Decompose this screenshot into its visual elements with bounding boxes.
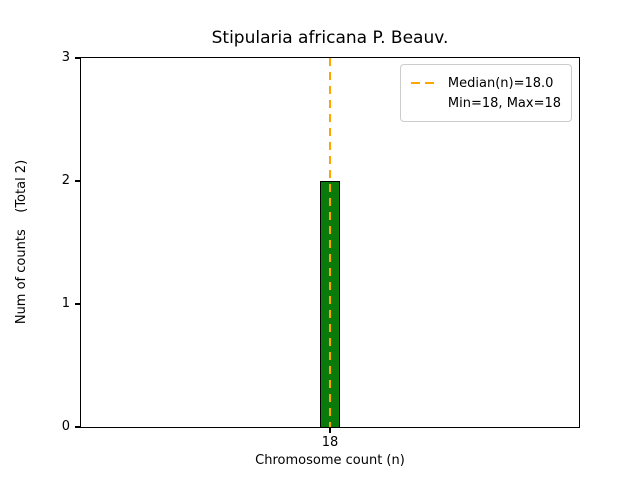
y-axis-label: Num of counts (Total 2) xyxy=(14,159,29,325)
x-axis-label: Chromosome count (n) xyxy=(255,453,405,468)
x-tick-mark xyxy=(329,427,331,433)
y-tick-label: 0 xyxy=(61,419,70,434)
y-tick-mark xyxy=(75,303,81,305)
y-tick-mark xyxy=(75,426,81,428)
legend-dashed-line-sample xyxy=(410,82,439,84)
legend-entry-median: Median(n)=18.0 xyxy=(410,73,561,93)
x-tick-label: 18 xyxy=(321,435,339,450)
legend-label-minmax: Min=18, Max=18 xyxy=(447,95,561,111)
chart-title: Stipularia africana P. Beauv. xyxy=(211,28,449,48)
y-tick-label: 1 xyxy=(61,296,70,311)
y-tick-label: 3 xyxy=(61,50,70,65)
median-line xyxy=(329,58,331,427)
y-tick-mark xyxy=(75,180,81,182)
legend-empty-sample xyxy=(411,102,439,104)
legend: Median(n)=18.0 Min=18, Max=18 xyxy=(399,64,572,122)
legend-label-median: Median(n)=18.0 xyxy=(447,75,554,91)
y-tick-mark xyxy=(75,57,81,59)
legend-entry-minmax: Min=18, Max=18 xyxy=(411,93,561,113)
y-tick-label: 2 xyxy=(61,173,70,188)
